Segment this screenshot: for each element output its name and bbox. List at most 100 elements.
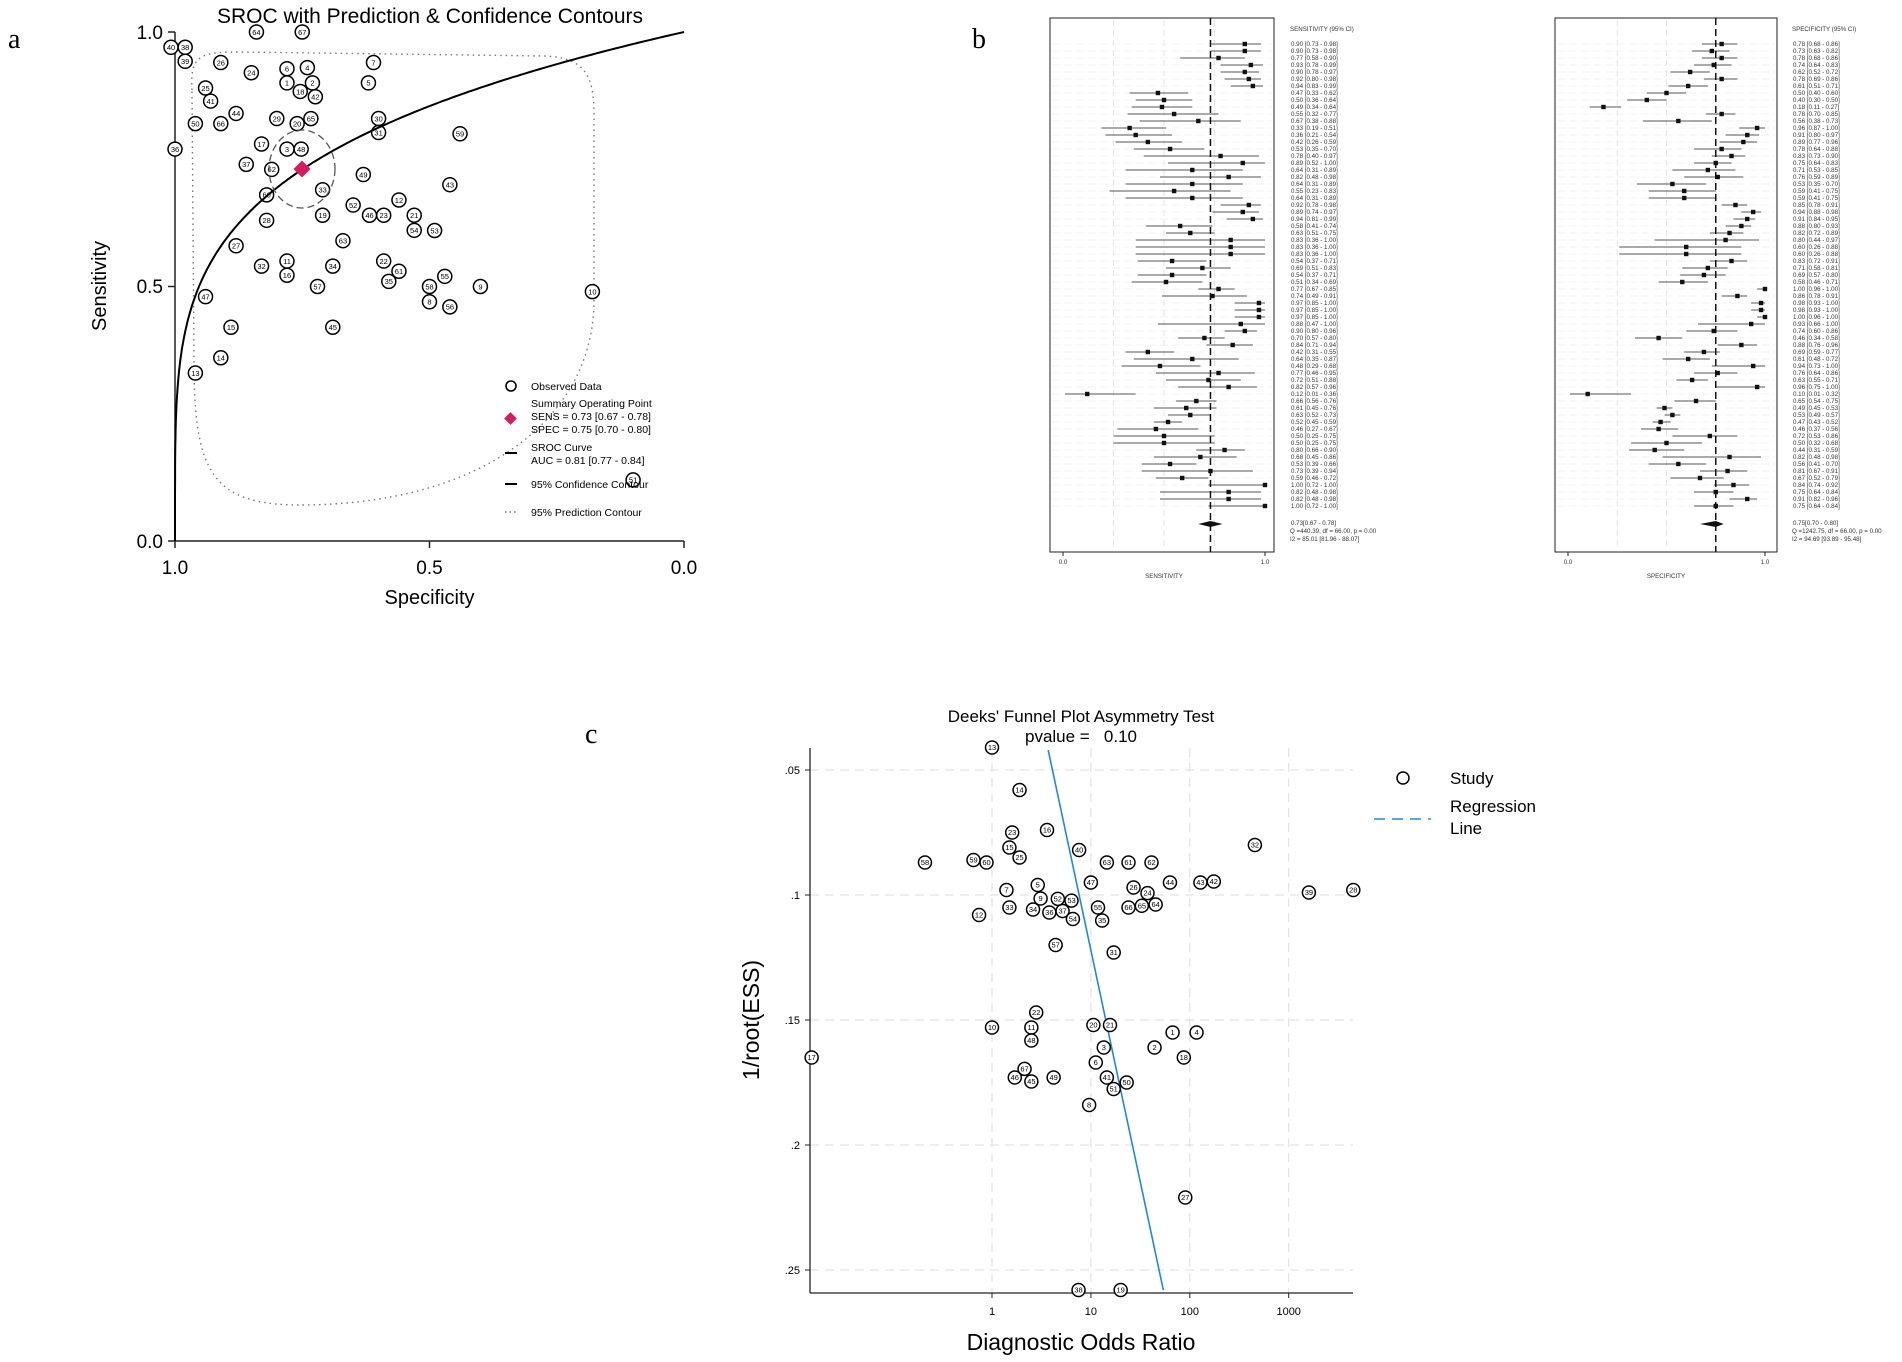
study-point-label: 65	[307, 114, 315, 123]
study-point	[472, 278, 489, 295]
study-point-label: 60	[982, 858, 990, 867]
forest-row-text: 0.48 [0.29 - 0.68]	[1291, 363, 1338, 370]
forest-row-text: 0.60 [0.26 - 0.88]	[1793, 251, 1840, 258]
forest-estimate-square	[1664, 440, 1669, 446]
study-point	[289, 115, 305, 132]
forest-estimate-square	[1256, 307, 1262, 313]
forest-estimate-square	[1171, 188, 1177, 194]
forest-estimate-square	[1697, 475, 1703, 481]
forest-estimate-square	[1723, 237, 1728, 243]
study-point	[1039, 822, 1055, 838]
forest-row-text: 0.61 [0.51 - 0.71]	[1793, 83, 1840, 90]
study-point	[917, 855, 933, 870]
forest-row-text: 0.75 [0.64 - 0.84]	[1793, 503, 1840, 510]
study-point-label: 19	[318, 211, 326, 220]
forest-estimate-square	[1262, 482, 1268, 488]
study-point	[1024, 1033, 1039, 1048]
sens-xtick-0: 0.0	[1059, 559, 1068, 566]
forest-estimate-square	[1711, 328, 1716, 334]
study-point-label: 3	[285, 145, 289, 154]
forest-row-text: 0.76 [0.59 - 0.89]	[1793, 174, 1840, 181]
study-point-label: 47	[201, 292, 209, 301]
forest-row-text: 0.58 [0.41 - 0.74]	[1291, 223, 1338, 230]
sroc-xtick-0: 0.0	[671, 558, 697, 579]
forest-estimate-square	[1758, 307, 1764, 313]
study-point-label: 51	[629, 476, 637, 485]
study-point	[309, 278, 326, 295]
forest-estimate-square	[1701, 272, 1707, 278]
forest-estimate-square	[1240, 209, 1245, 215]
forest-row-text: 0.82 [0.48 - 0.98]	[1793, 454, 1840, 461]
sroc-y-label: Sensitivity	[89, 241, 111, 331]
forest-estimate-square	[1165, 419, 1171, 425]
study-point	[1050, 891, 1066, 907]
study-point-label: 33	[1005, 903, 1013, 912]
study-point	[1055, 903, 1070, 919]
forest-row-text: 0.55 [0.23 - 0.83]	[1291, 188, 1338, 195]
forest-estimate-square	[1719, 146, 1724, 152]
study-point	[984, 740, 1000, 755]
forest-row-text: 0.50 [0.25 - 0.75]	[1291, 440, 1338, 447]
forest-estimate-square	[1155, 90, 1161, 96]
forest-row-text: 0.44 [0.31 - 0.59]	[1793, 447, 1840, 454]
forest-estimate-square	[1222, 447, 1227, 453]
study-point-label: 15	[1005, 843, 1013, 852]
forest-estimate-square	[1701, 349, 1707, 355]
forest-estimate-square	[1735, 293, 1740, 299]
study-point	[1025, 902, 1041, 917]
forest-row-text: 0.88 [0.76 - 0.96]	[1793, 342, 1840, 349]
forest-row-text: 0.64 [0.31 - 0.89]	[1291, 181, 1338, 188]
study-point-label: 24	[1143, 889, 1151, 898]
deeks-y-tick-label: .15	[785, 1015, 800, 1027]
forest-estimate-square	[1680, 279, 1685, 285]
forest-row-text: 0.92 [0.80 - 0.98]	[1291, 76, 1338, 83]
forest-estimate-square	[1711, 62, 1716, 68]
deeks-x-tick-label: 100	[1181, 1306, 1199, 1318]
forest-estimate-square	[1601, 104, 1606, 110]
forest-row-text: 0.91 [0.80 - 0.97]	[1793, 132, 1840, 139]
study-point	[1086, 1017, 1101, 1033]
study-point-label: 25	[201, 84, 209, 93]
forest-estimate-square	[1188, 230, 1193, 236]
spec-summary-text: 0.75[0.70 - 0.80]	[1793, 520, 1838, 527]
legend-observed: Observed Data	[531, 381, 602, 393]
legend-summary-spec: SPEC = 0.75 [0.70 - 0.80]	[531, 424, 651, 436]
study-point	[177, 53, 193, 70]
study-point-label: 67	[1020, 1064, 1028, 1073]
study-point	[299, 59, 316, 76]
forest-estimate-square	[1177, 223, 1183, 229]
study-point-label: 23	[1008, 828, 1016, 837]
forest-plots: SENSITIVITY (95% CI) 0.0 1.0 SENSITIVITY…	[1049, 17, 1882, 580]
study-point	[1148, 897, 1163, 912]
study-point	[365, 54, 382, 71]
study-point-label: 13	[191, 369, 199, 378]
forest-estimate-square	[1190, 181, 1195, 187]
forest-estimate-square	[1705, 265, 1711, 271]
study-point-label: 8	[1087, 1101, 1091, 1110]
forest-estimate-square	[1731, 482, 1736, 488]
sroc-observed-points: 1 234567891011121314151617181920212223242…	[163, 24, 641, 488]
study-point	[1106, 1081, 1121, 1097]
sroc-ytick-1: 1.0	[137, 23, 163, 44]
deeks-title: Deeks' Funnel Plot Asymmetry Test	[948, 707, 1215, 726]
study-point	[258, 212, 275, 229]
forest-estimate-square	[1216, 286, 1221, 292]
study-point-label: 27	[232, 242, 240, 251]
forest-estimate-square	[1719, 55, 1724, 61]
study-point-label: 6	[1094, 1058, 1098, 1067]
study-point	[1126, 880, 1141, 895]
study-point-label: 36	[1045, 908, 1053, 917]
study-point-label: 9	[478, 282, 482, 291]
forest-estimate-square	[1676, 461, 1681, 467]
study-point-label: 15	[227, 323, 235, 332]
forest-estimate-square	[1745, 132, 1750, 138]
study-point-label: 41	[206, 97, 214, 106]
forest-estimate-square	[1705, 167, 1711, 173]
study-point	[1094, 913, 1110, 928]
study-point-label: 58	[425, 282, 433, 291]
study-point	[1024, 1074, 1039, 1089]
study-point	[213, 54, 229, 71]
study-point-label: 21	[410, 211, 418, 220]
panel-label-b: b	[972, 24, 986, 55]
study-point	[971, 907, 987, 923]
